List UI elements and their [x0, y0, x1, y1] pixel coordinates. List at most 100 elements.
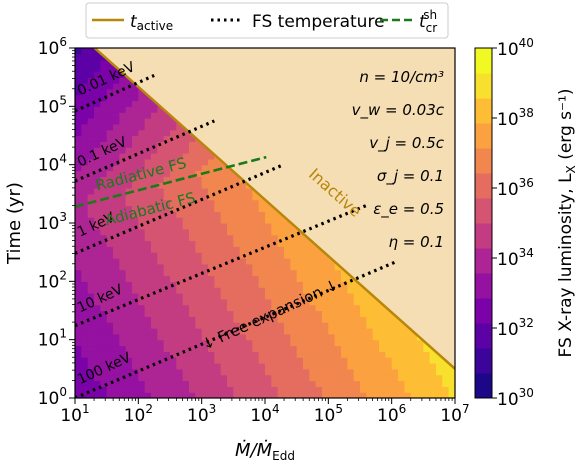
heat-cell: [385, 339, 393, 347]
heat-cell: [100, 211, 108, 218]
heat-cell: [113, 263, 120, 271]
heat-cell: [119, 281, 127, 288]
heat-cell: [144, 392, 152, 398]
heat-cell: [404, 351, 412, 358]
heat-cell: [81, 141, 89, 148]
heat-cell: [309, 363, 317, 370]
heat-cell: [138, 304, 146, 312]
heat-cell: [398, 363, 405, 370]
heat-cell: [75, 205, 82, 212]
heat-cell: [125, 368, 133, 376]
heat-cell: [322, 386, 329, 393]
heat-cell: [220, 363, 228, 370]
heat-cell: [252, 287, 260, 294]
heat-cell: [138, 386, 146, 393]
heat-cell: [75, 176, 82, 183]
heat-cell: [214, 269, 222, 277]
heat-cell: [106, 339, 114, 347]
heat-cell: [106, 281, 114, 288]
heat-cell: [214, 316, 222, 323]
heat-cell: [271, 392, 279, 398]
heat-cell: [87, 71, 95, 78]
heat-cell: [201, 392, 209, 398]
heat-cell: [182, 345, 190, 352]
heat-cell: [341, 357, 348, 364]
heat-cell: [87, 363, 95, 370]
heat-cell: [138, 158, 146, 166]
heat-cell: [220, 188, 228, 195]
heat-cell: [353, 316, 361, 323]
heat-cell: [208, 258, 215, 265]
heat-cell: [132, 298, 139, 306]
heat-cell: [220, 351, 228, 358]
heat-cell: [176, 170, 184, 177]
heat-cell: [214, 223, 222, 230]
heat-cell: [189, 293, 196, 300]
heat-cell: [106, 158, 114, 166]
heat-cell: [296, 298, 304, 306]
heat-cell: [239, 339, 247, 347]
heat-cell: [157, 368, 165, 376]
heat-cell: [125, 316, 133, 323]
heat-cell: [81, 281, 89, 288]
heat-cell: [417, 368, 424, 376]
heat-cell: [404, 328, 412, 335]
heat-cell: [271, 252, 279, 259]
heat-cell: [189, 310, 196, 317]
heat-cell: [246, 293, 253, 300]
heat-cell: [182, 182, 190, 189]
heat-cell: [151, 293, 158, 300]
heat-cell: [220, 269, 228, 277]
heat-cell: [87, 351, 95, 358]
heat-cell: [176, 217, 184, 224]
heat-cell: [151, 252, 158, 259]
heat-cell: [328, 339, 336, 347]
heat-cell: [436, 386, 443, 393]
heat-cell: [81, 48, 89, 55]
heat-cell: [170, 193, 177, 201]
heat-cell: [106, 211, 114, 218]
heat-cell: [81, 322, 89, 329]
heat-cell: [315, 258, 323, 265]
heat-cell: [106, 205, 114, 212]
heat-cell: [170, 246, 177, 253]
heat-cell: [227, 310, 234, 317]
heat-cell: [157, 223, 165, 230]
heat-cell: [258, 328, 266, 335]
heat-cell: [347, 304, 355, 312]
heat-cell: [423, 351, 431, 358]
heat-cell: [334, 386, 342, 393]
heat-cell: [132, 188, 139, 195]
heat-cell: [138, 153, 146, 160]
heat-cell: [341, 333, 348, 341]
heat-cell: [81, 205, 89, 212]
heat-cell: [315, 246, 323, 253]
heat-cell: [144, 357, 152, 364]
heat-cell: [252, 345, 260, 352]
colorbar-tick-label: 1030: [497, 386, 534, 410]
heat-cell: [119, 357, 127, 364]
heat-cell: [151, 205, 158, 212]
heat-cell: [214, 357, 222, 364]
heat-cell: [94, 100, 101, 107]
heat-cell: [252, 386, 260, 393]
heat-cell: [265, 258, 272, 265]
x-tick-label: 104: [250, 402, 279, 426]
colorbar-level: [475, 348, 492, 374]
heat-cell: [246, 380, 253, 387]
heat-cell: [144, 374, 152, 382]
heat-cell: [246, 287, 253, 294]
heat-cell: [113, 269, 120, 277]
heat-cell: [315, 304, 323, 312]
heat-cell: [119, 118, 127, 125]
heat-cell: [277, 345, 285, 352]
heat-cell: [404, 374, 412, 382]
heat-cell: [328, 333, 336, 341]
heat-cell: [227, 263, 234, 271]
heat-cell: [220, 263, 228, 271]
heat-cell: [372, 345, 380, 352]
heat-cell: [176, 158, 184, 166]
heat-cell: [132, 386, 139, 393]
heat-cell: [220, 246, 228, 253]
heat-cell: [138, 316, 146, 323]
